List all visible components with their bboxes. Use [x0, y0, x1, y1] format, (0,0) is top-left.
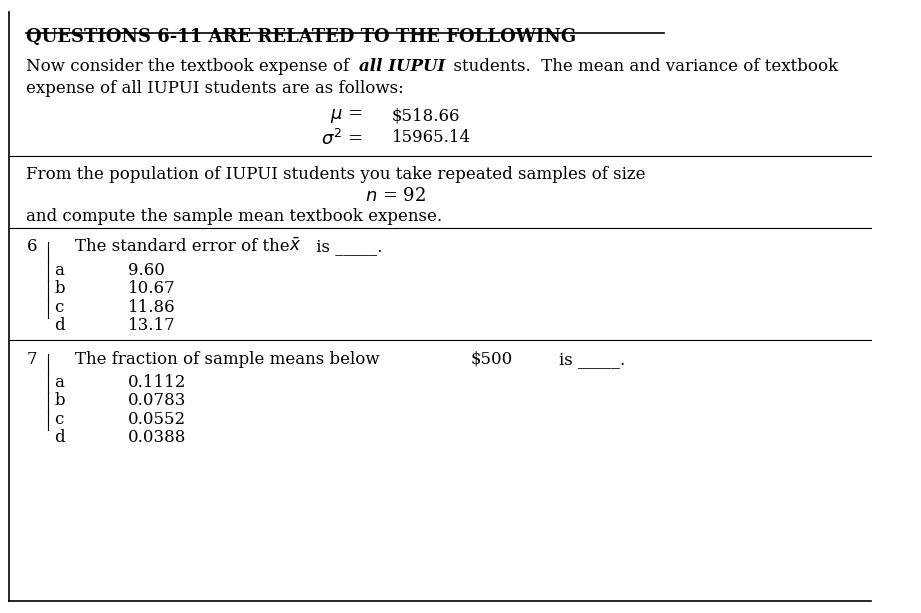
- Text: From the population of IUPUI students you take repeated samples of size: From the population of IUPUI students yo…: [27, 166, 646, 183]
- Text: d: d: [54, 429, 65, 446]
- Text: 13.17: 13.17: [128, 317, 175, 334]
- Text: b: b: [54, 280, 65, 297]
- Text: 7: 7: [27, 351, 37, 368]
- Text: QUESTIONS 6-11 ARE RELATED TO THE FOLLOWING: QUESTIONS 6-11 ARE RELATED TO THE FOLLOW…: [27, 28, 577, 45]
- Text: 0.0388: 0.0388: [128, 429, 186, 446]
- Text: is _____.: is _____.: [559, 351, 624, 368]
- Text: 11.86: 11.86: [128, 299, 175, 316]
- Text: 15965.14: 15965.14: [391, 129, 471, 146]
- Text: a: a: [54, 262, 64, 279]
- Text: expense of all IUPUI students are as follows:: expense of all IUPUI students are as fol…: [27, 80, 404, 97]
- Text: d: d: [54, 317, 65, 334]
- Text: is _____.: is _____.: [310, 238, 382, 255]
- Text: $\mu$ =: $\mu$ =: [330, 107, 365, 125]
- Text: 0.0552: 0.0552: [128, 411, 186, 428]
- Text: 0.1112: 0.1112: [128, 374, 186, 391]
- Text: 9.60: 9.60: [128, 262, 165, 279]
- Text: $n$ = 92: $n$ = 92: [365, 187, 426, 205]
- Text: $500: $500: [471, 351, 513, 368]
- Text: a: a: [54, 374, 64, 391]
- Text: 6: 6: [27, 238, 37, 255]
- Text: c: c: [54, 411, 64, 428]
- Text: The fraction of sample means below: The fraction of sample means below: [75, 351, 379, 368]
- Text: all IUPUI: all IUPUI: [359, 58, 445, 75]
- Text: $\bar{x}$: $\bar{x}$: [288, 238, 301, 255]
- Text: students.  The mean and variance of textbook: students. The mean and variance of textb…: [444, 58, 839, 75]
- Text: Now consider the textbook expense of: Now consider the textbook expense of: [27, 58, 355, 75]
- Text: 10.67: 10.67: [128, 280, 175, 297]
- Text: 0.0783: 0.0783: [128, 392, 186, 409]
- Text: b: b: [54, 392, 65, 409]
- Text: The standard error of the: The standard error of the: [75, 238, 295, 255]
- Text: $\sigma^2$ =: $\sigma^2$ =: [321, 129, 365, 149]
- Text: $518.66: $518.66: [391, 107, 460, 124]
- Text: and compute the sample mean textbook expense.: and compute the sample mean textbook exp…: [27, 208, 442, 226]
- Text: c: c: [54, 299, 64, 316]
